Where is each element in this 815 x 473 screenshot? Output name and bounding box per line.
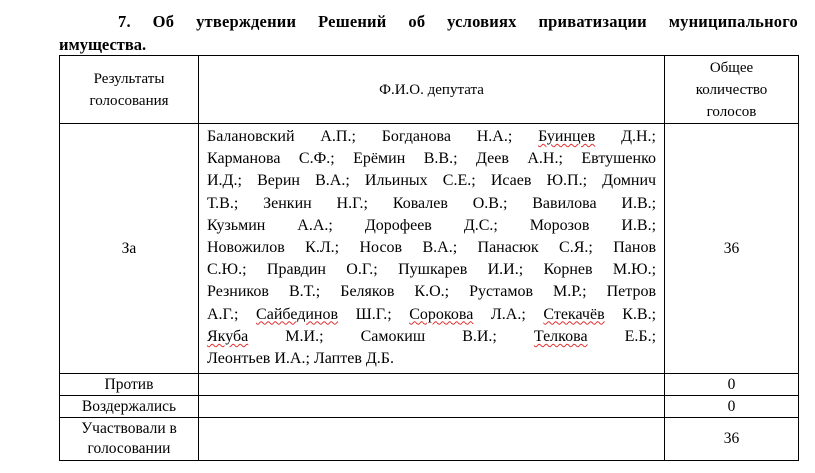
deputy-names-line: Резников В.Т.; Беляков К.О.; Рустамов М.… [207, 283, 657, 301]
result-participated-line: Участвовали в [81, 420, 177, 438]
deputy-names-line: Кузьмин А.А.; Дорофеев Д.С.; Морозов И.В… [207, 216, 657, 234]
header-count-line: голосов [706, 103, 757, 120]
header-count-line: Общее [709, 59, 754, 76]
result-participated: Участвовали в голосовании [59, 417, 199, 462]
header-results-line: Результаты [93, 70, 165, 87]
names-abstained [198, 395, 665, 419]
result-for: За [59, 122, 199, 375]
deputy-names-line: Новожилов К.Л.; Носов В.А.; Панасюк С.Я.… [207, 239, 656, 257]
heading-line-2: имущества. [59, 35, 147, 54]
deputy-names-line: Леонтьев И.А.; Лаптев Д.Б. [207, 350, 394, 368]
deputy-names-line: С.Ю.; Правдин О.Г.; Пушкарев И.И.; Корне… [207, 261, 657, 279]
header-results: Результаты голосования [59, 55, 199, 124]
deputy-names-line: Балановский А.П.; Богданова Н.А.; Буинце… [207, 128, 656, 145]
deputy-names-line: Якуба М.И.; Самокиш В.И.; Телкова Е.Б.; [207, 327, 657, 345]
voting-results-table: Результаты голосования Ф.И.О. депутата О… [59, 55, 799, 462]
names-against [198, 373, 665, 397]
deputy-names-line: И.Д.; Верин В.А.; Ильиных С.Е.; Исаев Ю.… [207, 172, 657, 190]
header-deputy-name: Ф.И.О. депутата [198, 55, 665, 124]
spellcheck-flagged-word: Якуба [207, 327, 249, 345]
result-abstained: Воздержались [59, 395, 199, 419]
spellcheck-flagged-word: Стекачёв [543, 305, 605, 323]
deputy-names-line: Т.В.; Зенкин Н.Г.; Ковалев О.В.; Вавилов… [207, 194, 657, 212]
deputy-names-list: Балановский А.П.; Богданова Н.А.; Буинце… [198, 122, 665, 375]
deputy-names-line: А.Г.; Сайбединов Ш.Г.; Сорокова Л.А.; Ст… [207, 305, 657, 323]
spellcheck-flagged-word: Телкова [533, 327, 588, 345]
count-participated: 36 [664, 417, 799, 462]
table-header-row: Результаты голосования Ф.И.О. депутата О… [59, 55, 799, 124]
deputy-names-line: Карманова С.Ф.; Ерёмин В.В.; Деев А.Н.; … [207, 150, 657, 168]
header-results-line: голосования [89, 92, 169, 109]
spellcheck-flagged-word: Сорокова [409, 305, 474, 323]
table-row: Участвовали в голосовании 36 [59, 417, 799, 462]
count-abstained: 0 [664, 395, 799, 419]
count-for: 36 [664, 122, 799, 375]
section-heading: 7. Об утверждении Решений об условиях пр… [59, 10, 798, 56]
result-participated-line: голосовании [87, 440, 171, 458]
table-row: Против 0 [59, 373, 799, 397]
heading-line-1: 7. Об утверждении Решений об условиях пр… [118, 12, 798, 31]
table-row: За Балановский А.П.; Богданова Н.А.; Буи… [59, 122, 799, 375]
table-row: Воздержались 0 [59, 395, 799, 419]
count-against: 0 [664, 373, 799, 397]
header-count-line: количество [695, 81, 768, 98]
spellcheck-flagged-word: Сайбединов [256, 305, 339, 323]
names-participated [198, 417, 665, 462]
result-against: Против [59, 373, 199, 397]
spellcheck-flagged-word: Буинцев [538, 128, 596, 145]
header-vote-count: Общее количество голосов [664, 55, 799, 124]
